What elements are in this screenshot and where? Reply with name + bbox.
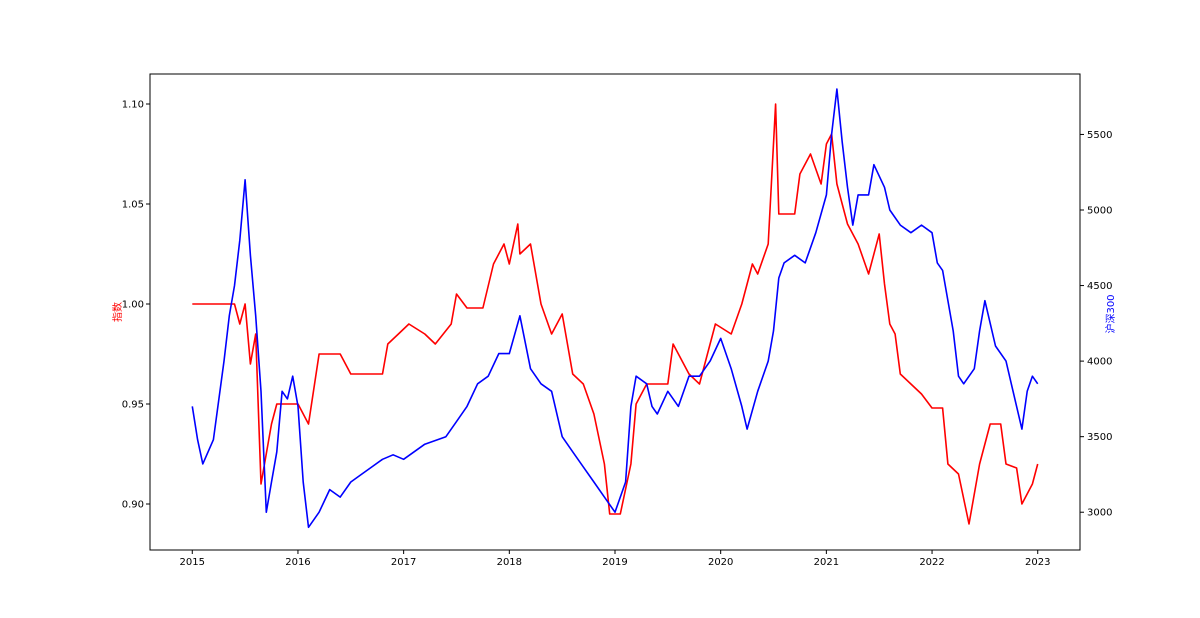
- x-tick-label: 2018: [497, 557, 522, 568]
- plot-frame: [149, 73, 1081, 551]
- series-layer: [191, 88, 1039, 529]
- left-y-axis: 0.90 0.95 1.00 1.05 1.10: [122, 100, 150, 511]
- right-y-tick-label: 5000: [1087, 206, 1112, 217]
- right-y-tick-label: 3000: [1087, 508, 1112, 519]
- left-y-tick-label: 0.90: [122, 500, 144, 511]
- right-y-tick-label: 5500: [1087, 130, 1112, 141]
- right-y-axis-label: 沪深300: [1104, 294, 1117, 333]
- x-axis: 2015 2016 2017 2018 2019 2020 2021 2022 2023: [180, 550, 1050, 568]
- x-tick-label: 2017: [391, 557, 416, 568]
- right-y-tick-label: 4500: [1087, 281, 1112, 292]
- right-y-tick-label: 3500: [1087, 432, 1112, 443]
- index-series-line: [192, 103, 1039, 525]
- left-y-tick-label: 0.95: [122, 400, 144, 411]
- x-tick-label: 2023: [1025, 557, 1050, 568]
- left-y-axis-label: 指数: [111, 302, 124, 322]
- x-tick-label: 2019: [602, 557, 627, 568]
- right-y-axis: 3000 3500 4000 4500 5000 5500: [1080, 130, 1112, 519]
- left-y-tick-label: 1.05: [122, 200, 144, 211]
- x-tick-label: 2021: [814, 557, 839, 568]
- right-y-tick-label: 4000: [1087, 357, 1112, 368]
- hs300-series-line: [191, 88, 1039, 529]
- x-tick-label: 2022: [919, 557, 944, 568]
- left-y-tick-label: 1.00: [122, 300, 144, 311]
- x-tick-label: 2015: [180, 557, 205, 568]
- x-tick-label: 2020: [708, 557, 733, 568]
- x-tick-label: 2016: [285, 557, 310, 568]
- left-y-tick-label: 1.10: [122, 100, 144, 111]
